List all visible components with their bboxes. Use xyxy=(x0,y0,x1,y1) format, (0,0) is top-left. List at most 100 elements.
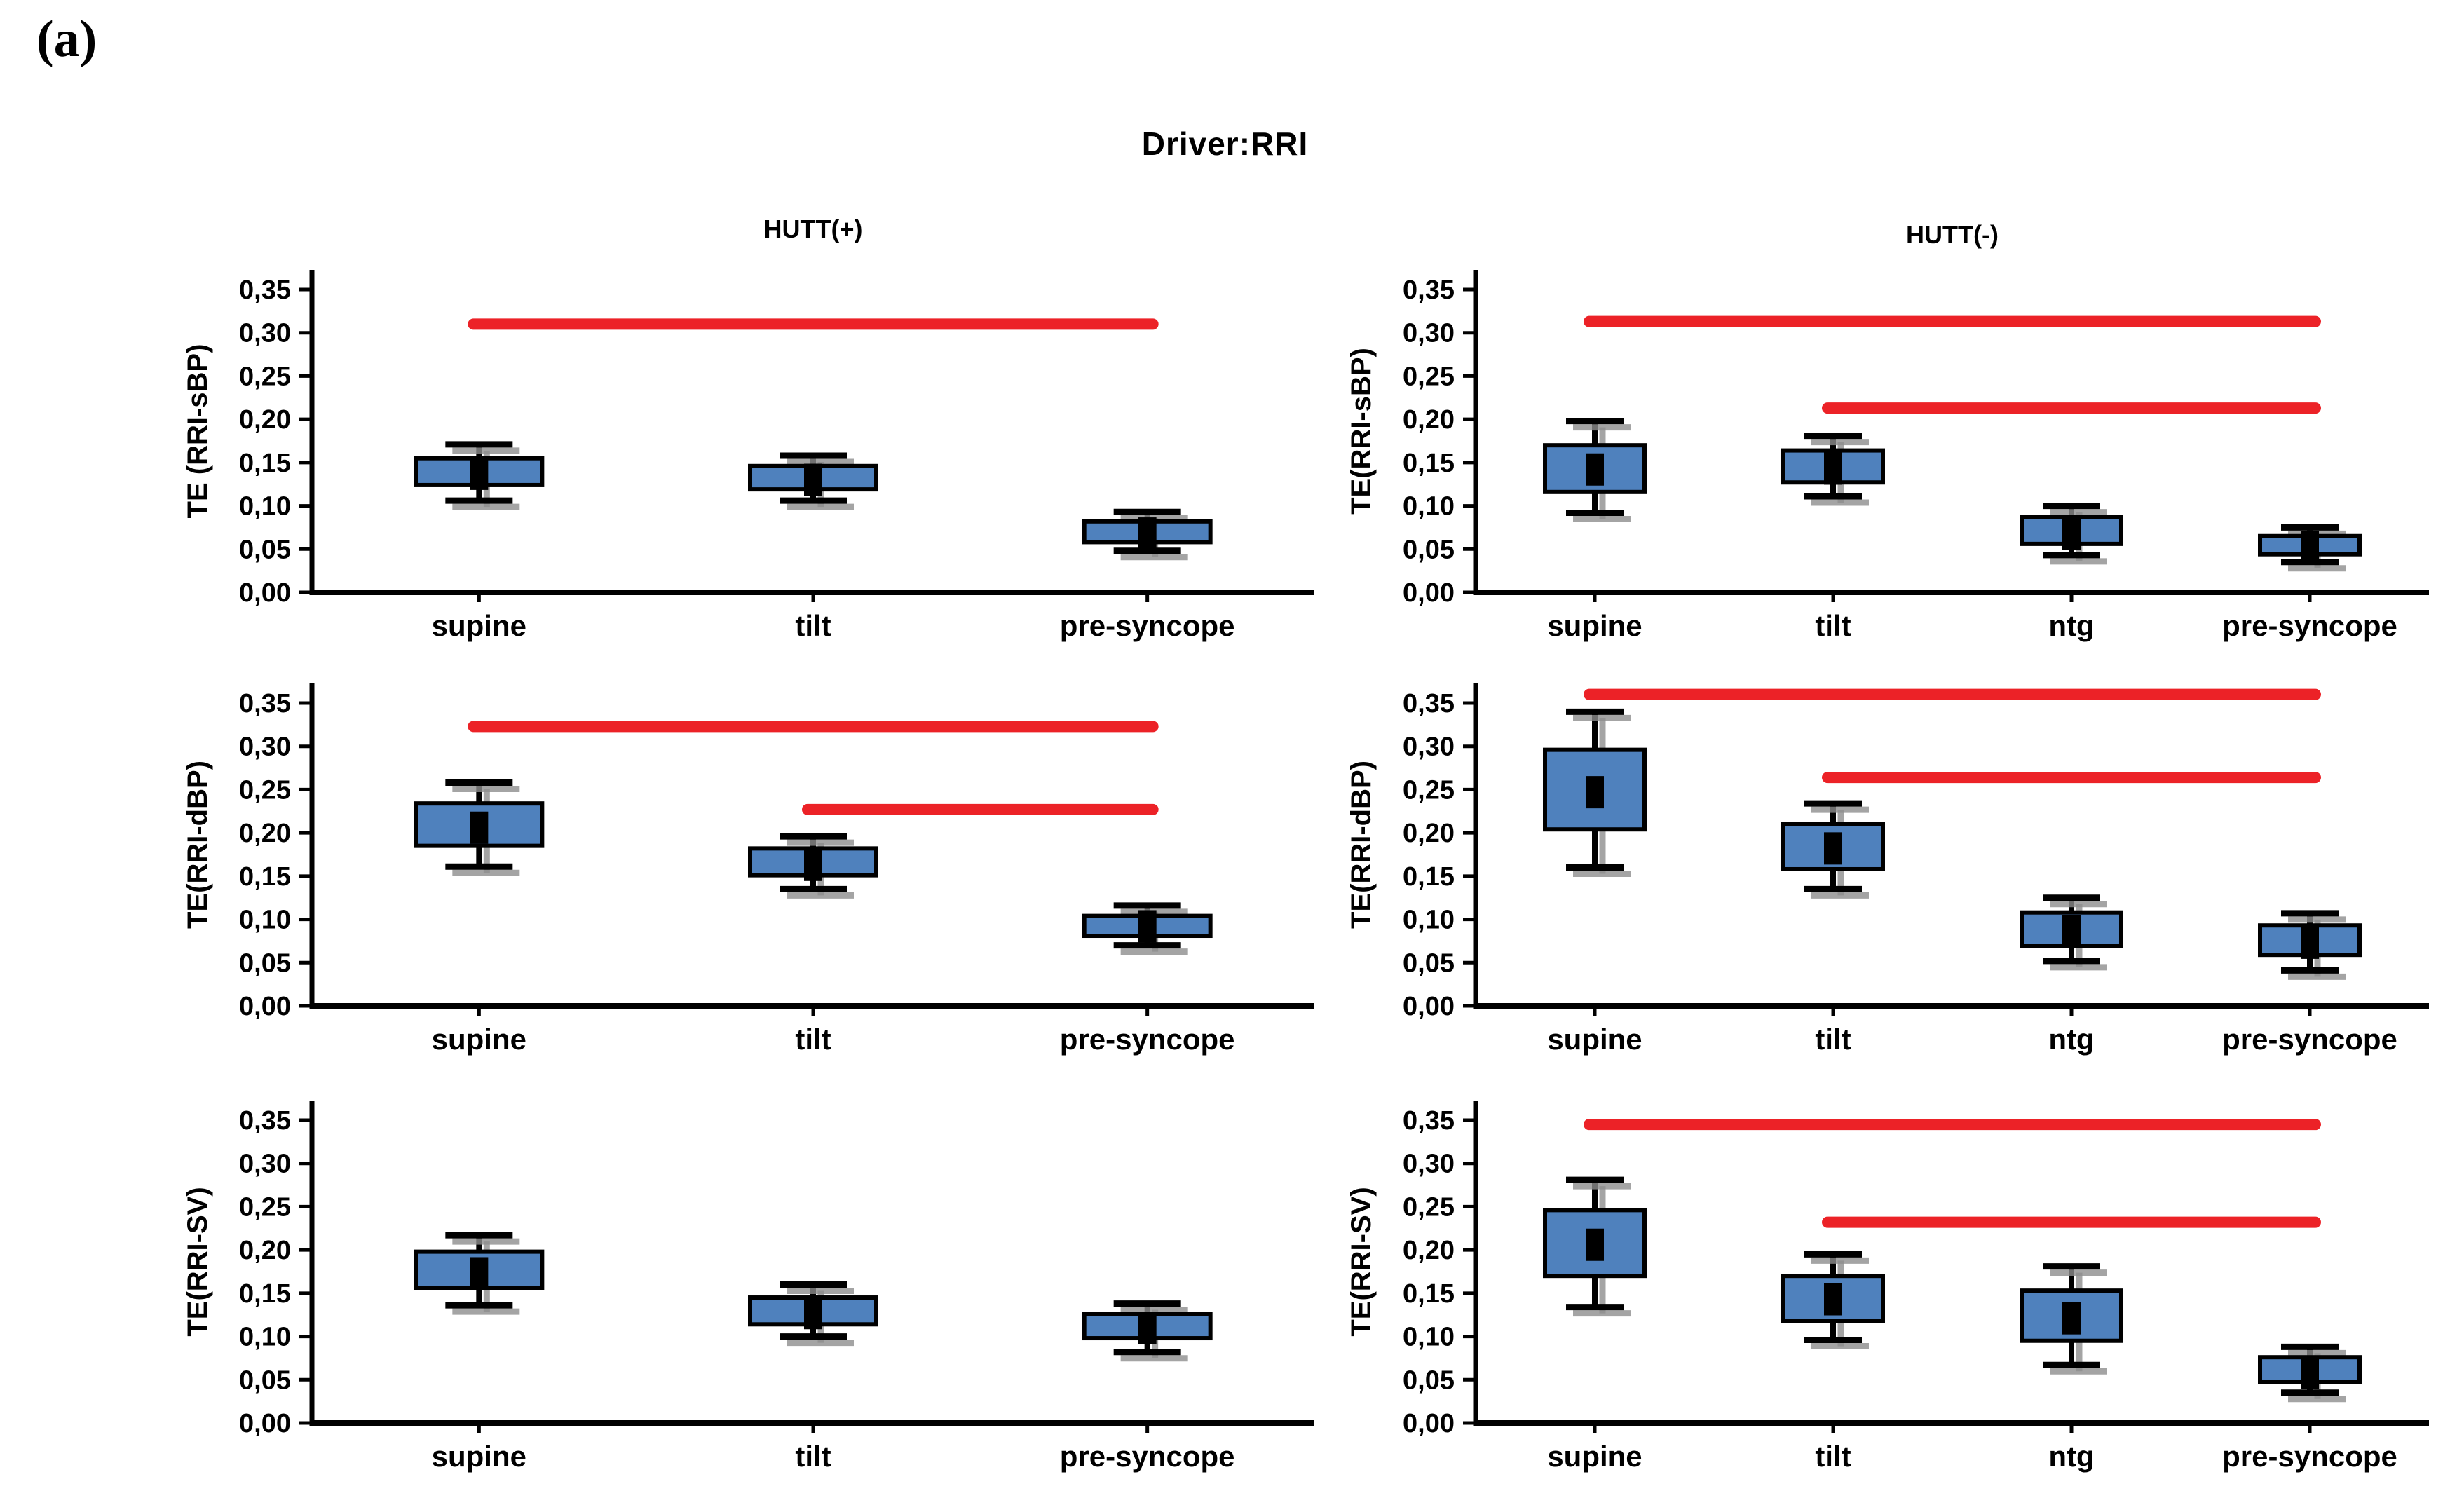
y-tick-label: 0,25 xyxy=(1403,1192,1455,1222)
y-tick-label: 0,25 xyxy=(1403,362,1455,391)
y-tick-label: 0,00 xyxy=(239,1409,291,1438)
y-tick-label: 0,10 xyxy=(239,1323,291,1352)
panel-0-0: TE (RRI-sBP) 0,00 0,05 0,10 0,15 0,20 0,25 0,30… xyxy=(182,270,1314,642)
boxplot-tilt xyxy=(1781,433,1885,506)
mean-marker xyxy=(804,848,822,881)
boxplot-supine xyxy=(414,1232,545,1315)
mean-marker xyxy=(1824,452,1842,485)
category-label: pre-syncope xyxy=(1060,1440,1235,1473)
y-tick-label: 0,20 xyxy=(239,405,291,435)
category-label: tilt xyxy=(1815,1023,1851,1056)
mean-marker xyxy=(1824,1283,1842,1316)
category-label: ntg xyxy=(2048,1440,2094,1473)
boxplot-tilt xyxy=(1781,1251,1885,1350)
mean-marker xyxy=(1586,776,1604,809)
y-tick-label: 0,30 xyxy=(1403,733,1455,762)
y-tick-label: 0,15 xyxy=(1403,449,1455,478)
y-tick-label: 0,00 xyxy=(239,578,291,608)
category-label: ntg xyxy=(2048,1023,2094,1056)
category-label: pre-syncope xyxy=(1060,1023,1235,1056)
y-tick-label: 0,10 xyxy=(239,906,291,935)
y-tick-label: 0,00 xyxy=(239,992,291,1021)
column-title-hutt-minus: HUTT(-) xyxy=(1906,220,1999,249)
y-tick-label: 0,20 xyxy=(239,1236,291,1265)
category-label: tilt xyxy=(795,1023,831,1056)
boxplot-pre-syncope xyxy=(2258,524,2362,572)
mean-marker xyxy=(2301,531,2319,564)
boxplot-ntg xyxy=(2020,1263,2123,1375)
category-label: pre-syncope xyxy=(2222,1023,2397,1056)
panel-1-0: TE(RRI-dBP) 0,00 0,05 0,10 0,15 0,20 0,25 0,30 0… xyxy=(182,683,1314,1056)
y-tick-label: 0,20 xyxy=(1403,819,1455,848)
y-axis-title: TE(RRI-SV) xyxy=(182,1187,213,1336)
y-tick-label: 0,15 xyxy=(1403,862,1455,892)
y-tick-label: 0,25 xyxy=(1403,775,1455,805)
y-tick-label: 0,35 xyxy=(239,689,291,718)
mean-marker xyxy=(1824,832,1842,865)
boxplot-tilt xyxy=(748,833,878,899)
category-label: tilt xyxy=(1815,1440,1851,1473)
y-axis-title: TE (RRI-sBP) xyxy=(182,344,213,519)
category-label: supine xyxy=(1547,609,1642,642)
y-tick-label: 0,15 xyxy=(239,1279,291,1309)
boxplot-supine xyxy=(1543,1176,1647,1317)
y-axis-title: TE(RRI-dBP) xyxy=(182,761,213,929)
y-tick-label: 0,05 xyxy=(239,948,291,978)
y-tick-label: 0,15 xyxy=(1403,1279,1455,1309)
boxplot-pre-syncope xyxy=(2258,1343,2362,1403)
y-tick-label: 0,00 xyxy=(1403,992,1455,1021)
y-axis-title: TE(RRI-SV) xyxy=(1346,1187,1377,1336)
y-tick-label: 0,05 xyxy=(239,535,291,564)
y-tick-label: 0,35 xyxy=(239,1106,291,1136)
y-tick-label: 0,30 xyxy=(1403,319,1455,348)
panel-0-1: TE(RRI-sBP) 0,00 0,05 0,10 0,15 0,20 0,25 0,30 0… xyxy=(1346,270,2429,642)
boxplot-pre-syncope xyxy=(1082,508,1213,561)
category-label: tilt xyxy=(795,609,831,642)
y-tick-label: 0,10 xyxy=(1403,906,1455,935)
y-tick-label: 0,15 xyxy=(239,862,291,892)
y-tick-label: 0,35 xyxy=(1403,1106,1455,1136)
y-tick-label: 0,10 xyxy=(1403,1323,1455,1352)
boxplot-ntg xyxy=(2020,503,2123,565)
y-tick-label: 0,05 xyxy=(1403,535,1455,564)
y-tick-label: 0,25 xyxy=(239,775,291,805)
y-tick-label: 0,10 xyxy=(239,492,291,522)
boxplot-tilt xyxy=(748,1281,878,1347)
mean-marker xyxy=(470,811,489,844)
y-tick-label: 0,30 xyxy=(239,1150,291,1179)
y-tick-label: 0,15 xyxy=(239,449,291,478)
mean-marker xyxy=(804,1297,822,1330)
y-tick-label: 0,25 xyxy=(239,1192,291,1222)
category-label: tilt xyxy=(1815,609,1851,642)
mean-marker xyxy=(804,463,822,496)
mean-marker xyxy=(1586,453,1604,486)
category-label: pre-syncope xyxy=(2222,609,2397,642)
y-tick-label: 0,35 xyxy=(1403,689,1455,718)
y-tick-label: 0,20 xyxy=(1403,405,1455,435)
y-tick-label: 0,05 xyxy=(239,1365,291,1395)
boxplot-pre-syncope xyxy=(1082,1300,1213,1362)
mean-marker xyxy=(470,457,489,490)
y-tick-label: 0,35 xyxy=(1403,275,1455,305)
mean-marker xyxy=(1138,910,1157,943)
category-label: ntg xyxy=(2048,609,2094,642)
figure-label: (a) xyxy=(36,11,97,68)
mean-marker xyxy=(2062,1302,2081,1335)
main-title: Driver:RRI xyxy=(1141,125,1309,162)
panel-2-0: TE(RRI-SV) 0,00 0,05 0,10 0,15 0,20 0,25 0,30 0,… xyxy=(182,1101,1314,1473)
y-tick-label: 0,35 xyxy=(239,275,291,305)
mean-marker xyxy=(1138,1312,1157,1344)
mean-marker xyxy=(1138,517,1157,550)
boxplot-pre-syncope xyxy=(2258,910,2362,980)
mean-marker xyxy=(2301,926,2319,959)
y-tick-label: 0,00 xyxy=(1403,1409,1455,1438)
y-tick-label: 0,30 xyxy=(1403,1150,1455,1179)
y-tick-label: 0,30 xyxy=(239,319,291,348)
boxplot-tilt xyxy=(1781,800,1885,899)
boxplot-supine xyxy=(414,441,545,510)
boxplot-supine xyxy=(1543,708,1647,878)
y-tick-label: 0,00 xyxy=(1403,578,1455,608)
panel-2-1: TE(RRI-SV) 0,00 0,05 0,10 0,15 0,20 0,25 0,30 0,… xyxy=(1346,1101,2429,1473)
y-tick-label: 0,05 xyxy=(1403,1365,1455,1395)
